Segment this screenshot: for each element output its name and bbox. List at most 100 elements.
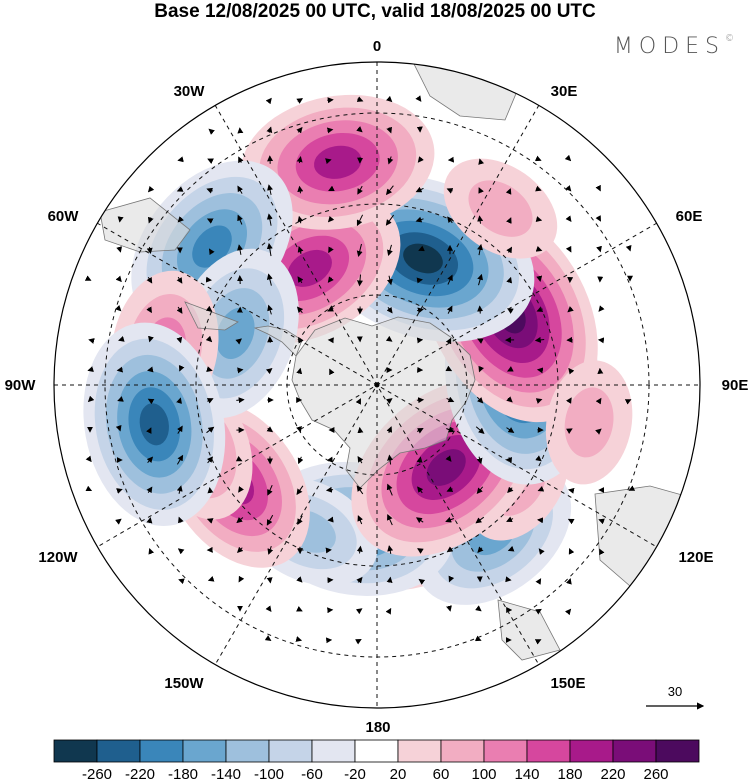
wind-vector (595, 184, 601, 192)
colorbar-swatch (225, 739, 270, 763)
wind-vector (87, 366, 94, 372)
wind-vector (445, 455, 452, 462)
wind-vector (477, 338, 484, 344)
wind-vector (357, 426, 364, 434)
wind-vector (506, 456, 512, 464)
wind-vector (447, 216, 454, 224)
contour-level (426, 449, 466, 486)
colorbar-swatch (440, 739, 485, 763)
wind-vector (296, 367, 303, 375)
wind-vector (146, 427, 152, 434)
wind-vector (506, 396, 513, 403)
wind-vector (387, 545, 394, 555)
contour-level (313, 145, 362, 179)
wind-vector (266, 577, 273, 584)
wind-vector (477, 215, 484, 224)
wind-vector (507, 545, 515, 552)
wind-vector (598, 518, 605, 525)
wind-vector (296, 126, 303, 134)
wind-vector (176, 454, 184, 465)
wind-vector (417, 156, 424, 163)
wind-vector (207, 575, 215, 582)
wind-vector (506, 427, 515, 433)
wind-vector (115, 275, 122, 283)
wind-vector (146, 517, 153, 524)
wind-vector (356, 485, 364, 495)
wind-vector (208, 248, 215, 256)
colorbar-tick-label: -260 (82, 766, 112, 783)
wind-vector (595, 428, 602, 435)
wind-vector (85, 455, 92, 463)
wind-vector (236, 397, 245, 404)
wind-vector (474, 635, 482, 642)
lon-label-90e: 90E (722, 377, 749, 394)
wind-vector (507, 486, 514, 494)
wind-vector (506, 516, 514, 523)
wind-vector (355, 398, 361, 405)
colorbar-swatch (612, 739, 657, 763)
lon-label-180: 180 (365, 719, 390, 736)
wind-vector (475, 605, 482, 612)
colorbar-tick-label: 60 (433, 766, 450, 783)
wind-vector (416, 397, 425, 404)
wind-vector (297, 456, 304, 465)
wind-vector (536, 367, 544, 374)
wind-vectors (84, 95, 636, 645)
colorbar-tick-label: 140 (514, 766, 539, 783)
lon-label-150e: 150E (550, 675, 585, 692)
anomaly-field (83, 94, 633, 605)
wind-vector (118, 335, 125, 342)
wind-vector (506, 276, 513, 284)
wind-vector (177, 548, 185, 555)
wind-vector (236, 546, 244, 554)
wind-vector (206, 456, 214, 464)
wind-vector (327, 276, 334, 283)
wind-vector (416, 307, 424, 314)
wind-vector (475, 516, 485, 524)
south-america-tip (99, 197, 191, 253)
wind-vector (266, 426, 274, 433)
colorbar-tick-label: -220 (125, 766, 155, 783)
wind-vector (448, 575, 455, 583)
wind-vector (478, 187, 484, 194)
wind-vector (356, 126, 363, 133)
wind-vector (116, 246, 123, 253)
wind-vector (297, 246, 304, 254)
lon-label-90w: 90W (5, 377, 37, 394)
colorbar-tick-label: -60 (301, 766, 323, 783)
wind-vector (416, 337, 424, 344)
wind-vector (237, 214, 243, 225)
wind-vector (506, 246, 513, 254)
wind-vector (177, 156, 184, 163)
colorbar-swatch (483, 739, 528, 763)
lon-label-150w: 150W (164, 675, 204, 692)
wind-vector (564, 608, 572, 616)
wind-vector (326, 127, 334, 134)
wind-vector (416, 428, 424, 434)
wind-vector (206, 366, 213, 373)
wind-vector (385, 335, 393, 342)
wind-vector (146, 306, 152, 314)
wind-vector (386, 275, 393, 286)
contour-level (468, 180, 533, 237)
wind-vector (265, 97, 272, 105)
wind-vector (267, 545, 274, 555)
colorbar-swatch (268, 739, 313, 763)
wind-vector (535, 578, 542, 585)
wind-vector (595, 397, 602, 405)
wind-vector (385, 185, 394, 196)
contour-level (564, 387, 614, 458)
wind-vector (296, 156, 303, 164)
wind-vector (357, 185, 363, 195)
wind-vector (205, 335, 213, 343)
wind-vector (628, 485, 636, 491)
wind-vector (417, 548, 424, 554)
wind-vector (238, 486, 244, 493)
map-border (53, 61, 701, 709)
wind-vector (176, 397, 182, 404)
wind-vector (147, 185, 155, 193)
wind-vector (356, 96, 364, 102)
wind-vector (357, 515, 364, 525)
wind-vector (535, 398, 543, 404)
wind-vector (177, 425, 183, 434)
